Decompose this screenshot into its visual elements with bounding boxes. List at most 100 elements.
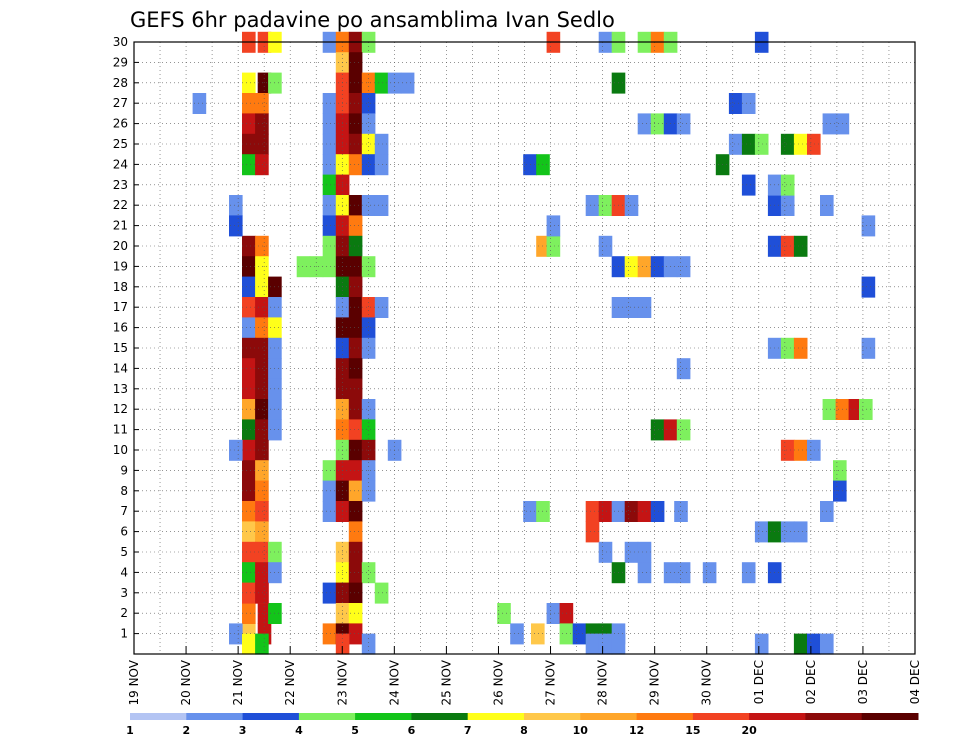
y-tick-label: 9: [120, 463, 128, 477]
heatmap-cell: [255, 93, 269, 114]
heatmap-cell: [257, 603, 272, 624]
heatmap-cell: [322, 256, 337, 278]
heatmap-cell: [676, 562, 691, 584]
heatmap-cell: [780, 174, 795, 196]
heatmap-cell: [322, 133, 337, 155]
legend-swatch: [355, 713, 412, 720]
legend-swatch: [242, 713, 300, 720]
heatmap-cell: [242, 399, 256, 420]
x-tick-label: 01 DEC: [752, 660, 766, 704]
heatmap-cell: [650, 256, 665, 278]
heatmap-cell: [598, 633, 613, 655]
heatmap-cell: [242, 460, 256, 482]
y-axis-ticks: 1234567891011121314151617181920212223242…: [113, 35, 139, 641]
y-tick-label: 8: [120, 484, 128, 498]
heatmap-cell: [322, 93, 337, 114]
heatmap-cell: [335, 480, 350, 502]
heatmap-cell: [793, 337, 808, 359]
heatmap-cell: [268, 378, 282, 400]
legend-swatch: [580, 713, 638, 720]
heatmap-cell: [335, 276, 350, 298]
heatmap-cell: [741, 562, 756, 584]
x-tick-label: 21 NOV: [231, 659, 245, 705]
y-tick-label: 2: [120, 606, 128, 620]
heatmap-cell: [650, 419, 665, 441]
heatmap-cell: [598, 195, 613, 216]
heatmap-cell: [663, 256, 678, 278]
y-tick-label: 6: [120, 525, 128, 539]
heatmap-cell: [348, 562, 363, 584]
heatmap-cell: [242, 317, 256, 339]
heatmap-cell: [242, 439, 256, 461]
y-tick-label: 14: [113, 361, 128, 375]
heatmap-cell: [255, 501, 269, 522]
legend-label: 3: [239, 724, 247, 737]
heatmap-cell: [255, 562, 269, 584]
heatmap-cell: [833, 480, 847, 502]
heatmap-cell: [268, 358, 282, 380]
heatmap-cell: [361, 154, 376, 176]
heatmap-cell: [754, 633, 769, 655]
heatmap-cell: [255, 582, 269, 604]
y-tick-label: 21: [113, 219, 128, 233]
heatmap-cell: [255, 541, 269, 563]
heatmap-cell: [348, 154, 363, 176]
heatmap-cell: [676, 256, 691, 278]
heatmap-cell: [637, 501, 652, 522]
heatmap-cell: [255, 358, 269, 380]
heatmap-cell: [741, 93, 756, 114]
heatmap-cell: [807, 133, 821, 155]
heatmap-cell: [361, 562, 376, 584]
heatmap-cell: [767, 521, 782, 543]
heatmap-cell: [192, 93, 207, 114]
heatmap-cell: [348, 93, 363, 114]
heatmap-cell: [242, 72, 256, 94]
heatmap-cell: [348, 419, 363, 441]
heatmap-cell: [741, 174, 756, 196]
heatmap-cell: [255, 337, 269, 359]
heatmap-cell: [335, 93, 350, 114]
heatmap-cell: [322, 460, 337, 482]
heatmap-cell: [780, 195, 795, 216]
heatmap-cell: [598, 501, 613, 522]
legend-swatch: [524, 713, 581, 720]
heatmap-cell: [780, 235, 795, 257]
heatmap-cell: [624, 501, 639, 522]
heatmap-cell: [242, 582, 256, 604]
heatmap-cell: [807, 633, 821, 655]
heatmap-cell: [242, 133, 256, 155]
heatmap-cell: [255, 399, 269, 420]
heatmap-cell: [624, 256, 639, 278]
heatmap-cell: [255, 439, 269, 461]
heatmap-cell: [322, 235, 337, 257]
heatmap-cell: [348, 235, 363, 257]
heatmap-cell: [861, 215, 876, 237]
heatmap-cell: [374, 72, 389, 94]
y-tick-label: 23: [113, 178, 128, 192]
y-tick-label: 24: [113, 157, 128, 171]
legend-swatch: [805, 713, 863, 720]
heatmap-cell: [242, 501, 256, 522]
heatmap-cell: [242, 521, 256, 543]
heatmap-cell: [637, 297, 652, 318]
heatmap-cell: [242, 541, 256, 563]
heatmap-cell: [361, 317, 376, 339]
heatmap-cell: [361, 399, 376, 420]
heatmap-cell: [400, 72, 415, 94]
heatmap-cell: [598, 235, 613, 257]
x-tick-label: 19 NOV: [127, 659, 141, 705]
heatmap-cell: [255, 235, 269, 257]
heatmap-cell: [255, 297, 269, 318]
heatmap-cell: [361, 419, 376, 441]
heatmap-cell: [676, 113, 691, 135]
heatmap-cell: [255, 154, 269, 176]
heatmap-cell: [361, 133, 376, 155]
heatmap-cell: [741, 133, 756, 155]
legend-label: 2: [182, 724, 190, 737]
heatmap-cell: [255, 419, 269, 441]
x-tick-label: 04 DEC: [908, 660, 922, 704]
heatmap-cell: [780, 521, 795, 543]
heatmap-cell: [793, 133, 808, 155]
heatmap-cell: [650, 113, 665, 135]
